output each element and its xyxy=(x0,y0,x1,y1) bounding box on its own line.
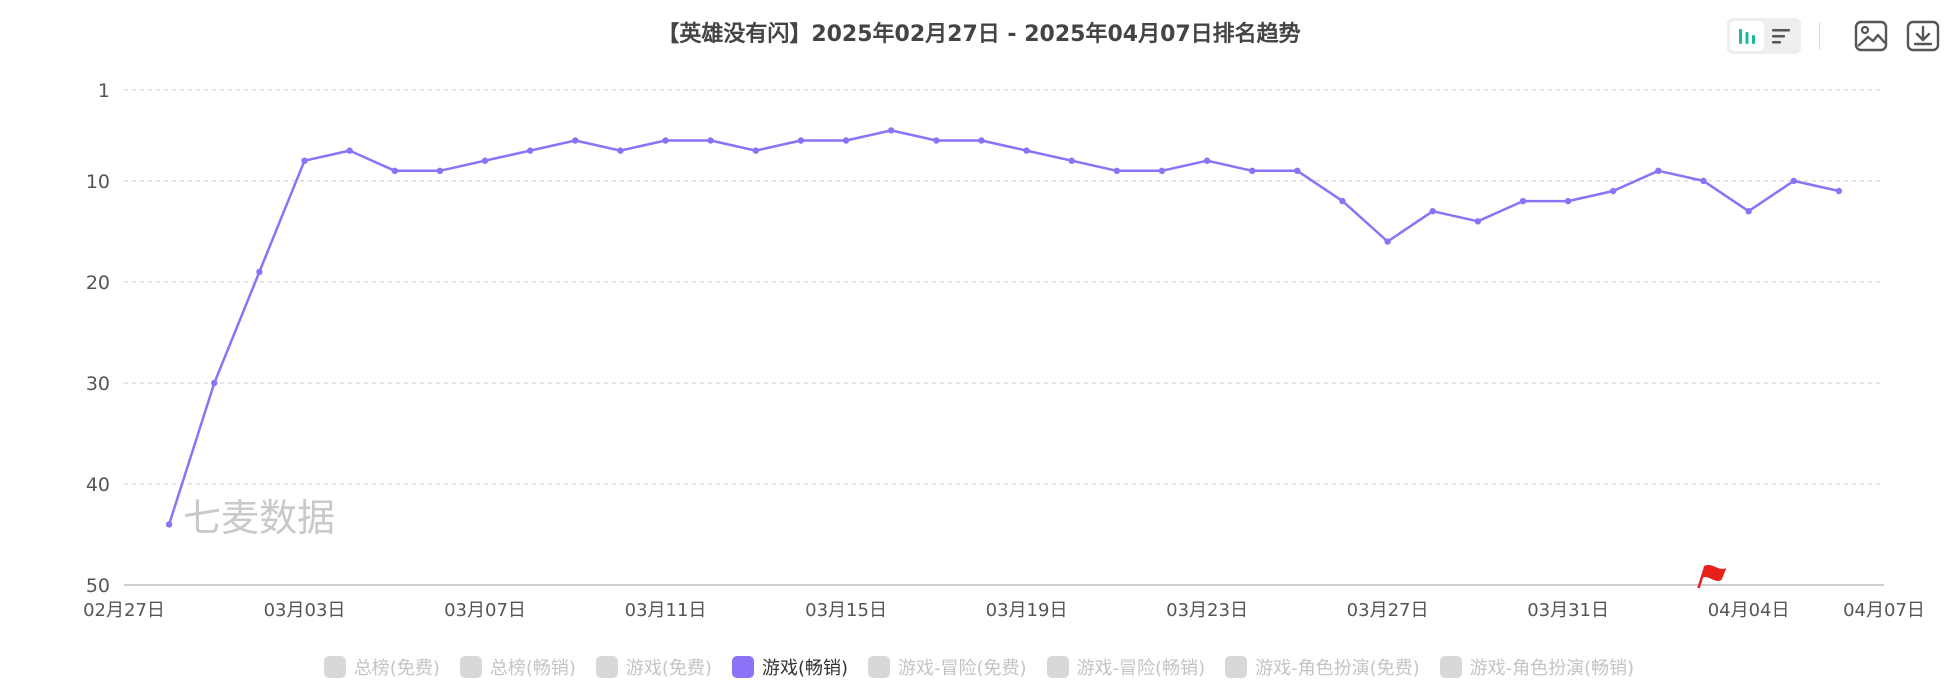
legend-item[interactable]: 游戏-角色扮演(畅销) xyxy=(1439,654,1635,680)
x-tick-label: 02月27日 xyxy=(83,600,165,621)
data-point xyxy=(617,147,624,154)
rank-trend-chart: 1 10 20 30 40 50 02月27日 03月03日 03月07日 03月11日 03月1… xyxy=(83,80,1925,621)
data-point xyxy=(436,167,444,175)
legend-swatch xyxy=(731,656,754,678)
legend-label: 游戏-冒险(畅销) xyxy=(1076,658,1206,679)
legend-item[interactable]: 游戏-冒险(免费) xyxy=(868,654,1027,680)
data-point xyxy=(211,379,218,387)
x-tick-label: 03月03日 xyxy=(264,600,346,621)
legend-label: 游戏-冒险(免费) xyxy=(898,658,1027,679)
toolbar-divider xyxy=(1819,22,1820,50)
x-tick-label: 03月23日 xyxy=(1166,600,1248,621)
y-tick-label: 50 xyxy=(86,575,110,597)
series-group xyxy=(165,127,1843,528)
legend-label: 游戏-角色扮演(免费) xyxy=(1255,658,1420,679)
watermark: 七麦数据 xyxy=(183,498,335,540)
grid-lines xyxy=(124,89,1884,586)
data-point xyxy=(1474,218,1482,225)
x-tick-label: 03月27日 xyxy=(1347,600,1429,621)
x-tick-label: 04月04日 xyxy=(1708,600,1790,621)
y-axis-ticks: 1 10 20 30 40 50 xyxy=(86,80,110,597)
legend-item[interactable]: 游戏-角色扮演(免费) xyxy=(1225,654,1420,680)
legend-swatch xyxy=(1046,656,1069,678)
legend-swatch xyxy=(1439,656,1462,678)
chart-title: 【英雄没有闪】2025年02月27日 - 2025年04月07日排名趋势 xyxy=(657,22,1301,47)
image-icon[interactable] xyxy=(1852,17,1890,55)
data-point xyxy=(1294,167,1301,175)
data-point xyxy=(933,137,940,144)
data-point xyxy=(165,521,173,528)
data-point xyxy=(662,137,669,144)
legend-item[interactable]: 总榜(畅销) xyxy=(459,654,576,680)
data-point xyxy=(1203,157,1211,164)
download-icon[interactable] xyxy=(1904,17,1942,55)
data-point xyxy=(572,137,579,144)
legend: 总榜(免费) 总榜(畅销) 游戏(免费) 游戏(畅销) 游戏-冒险(免费) 游戏-冒险(畅… xyxy=(0,654,1958,680)
data-point xyxy=(526,147,534,154)
data-point xyxy=(1339,197,1346,205)
legend-swatch xyxy=(323,656,346,678)
data-point xyxy=(1023,147,1030,154)
x-tick-label: 03月19日 xyxy=(986,600,1068,621)
data-point xyxy=(1519,197,1527,205)
data-point xyxy=(1429,208,1436,215)
data-point xyxy=(978,137,985,144)
data-point xyxy=(1745,208,1752,215)
data-point xyxy=(707,137,714,144)
y-tick-label: 40 xyxy=(86,474,110,496)
legend-label: 总榜(畅销) xyxy=(489,658,576,679)
data-point xyxy=(1068,157,1075,164)
data-point xyxy=(1158,167,1166,175)
legend-label: 游戏(畅销) xyxy=(761,658,848,679)
data-point xyxy=(481,157,489,164)
data-point xyxy=(1790,177,1797,185)
data-point xyxy=(346,147,353,154)
data-point xyxy=(1655,167,1662,175)
legend-label: 游戏-角色扮演(畅销) xyxy=(1469,658,1635,679)
data-point xyxy=(1700,177,1707,185)
y-tick-label: 30 xyxy=(86,373,110,395)
data-point xyxy=(1610,187,1617,195)
x-tick-label: 03月15日 xyxy=(805,600,887,621)
legend-swatch xyxy=(595,656,618,678)
x-axis-ticks: 02月27日 03月03日 03月07日 03月11日 03月15日 03月19日 03月2… xyxy=(83,600,1925,621)
data-point xyxy=(1384,238,1391,245)
x-tick-label: 03月11日 xyxy=(625,600,707,621)
data-point xyxy=(1113,167,1121,175)
legend-item[interactable]: 总榜(免费) xyxy=(323,654,440,680)
legend-item[interactable]: 游戏(免费) xyxy=(595,654,712,680)
chart-toolbar xyxy=(1727,14,1942,58)
y-tick-label: 20 xyxy=(86,272,110,294)
data-point xyxy=(1835,187,1843,195)
legend-label: 游戏(免费) xyxy=(625,658,712,679)
legend-swatch xyxy=(868,656,890,678)
data-point xyxy=(887,127,895,134)
series-line xyxy=(167,129,1840,525)
x-tick-label: 04月07日 xyxy=(1843,600,1925,621)
y-tick-label: 10 xyxy=(86,171,110,193)
legend-swatch xyxy=(1225,656,1248,678)
legend-label: 总榜(免费) xyxy=(353,658,440,679)
data-point xyxy=(752,147,759,154)
view-toggle xyxy=(1727,18,1801,54)
list-icon[interactable] xyxy=(1764,21,1798,51)
legend-item[interactable]: 游戏-冒险(畅销) xyxy=(1046,654,1206,680)
flag-cloth xyxy=(1701,565,1727,581)
flag-marker-group xyxy=(1697,565,1727,589)
x-tick-label: 03月07日 xyxy=(444,600,526,621)
y-tick-label: 1 xyxy=(98,80,110,102)
data-point xyxy=(391,167,398,175)
data-point xyxy=(842,137,850,144)
data-point xyxy=(301,157,308,164)
data-point xyxy=(797,137,805,144)
x-tick-label: 03月31日 xyxy=(1527,600,1609,621)
legend-swatch xyxy=(459,656,482,678)
data-point xyxy=(256,268,263,276)
flag-icon xyxy=(1697,565,1727,589)
bar-chart-icon[interactable] xyxy=(1730,21,1764,51)
legend-item[interactable]: 游戏(畅销) xyxy=(731,654,848,680)
data-point xyxy=(1564,197,1572,205)
data-point xyxy=(1249,167,1256,175)
